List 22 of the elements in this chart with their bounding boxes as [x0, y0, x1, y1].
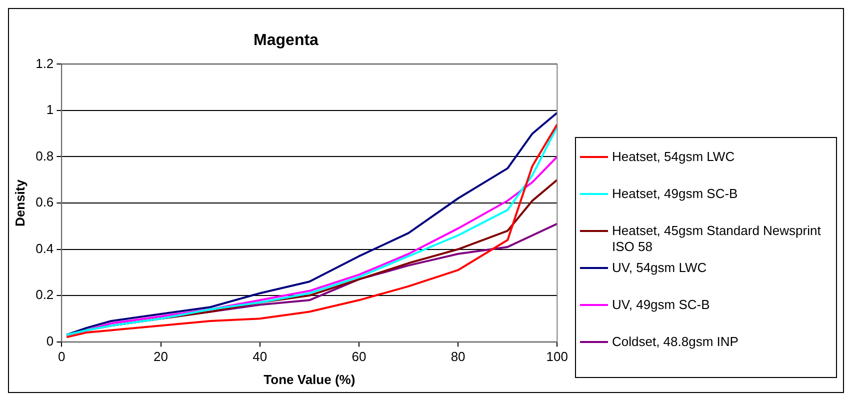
legend-label: Heatset, 45gsm Standard Newsprint ISO 58 — [612, 223, 822, 255]
x-tick-label: 0 — [58, 349, 66, 364]
y-tick-label: 1.2 — [36, 56, 54, 71]
x-axis-title: Tone Value (%) — [264, 372, 356, 387]
y-axis-title: Density — [12, 178, 28, 226]
y-tick-label: 1 — [46, 102, 54, 118]
y-tick-label: 0.4 — [36, 240, 54, 256]
legend-label: Heatset, 49gsm SC-B — [612, 186, 738, 202]
legend-label: UV, 49gsm SC-B — [612, 297, 710, 313]
x-tick-label: 60 — [352, 349, 366, 364]
y-tick-label: 0.2 — [36, 287, 54, 302]
chart-title: Magenta — [254, 32, 319, 50]
y-tick-label: 0.8 — [36, 148, 54, 164]
legend-label: Coldset, 48.8gsm INP — [612, 334, 738, 350]
y-tick-label: 0 — [46, 333, 54, 348]
x-tick-label: 100 — [546, 349, 568, 364]
legend-label: UV, 54gsm LWC — [612, 260, 707, 276]
x-tick-label: 40 — [252, 349, 268, 364]
x-tick-label: 20 — [154, 349, 168, 364]
y-tick-label: 0.6 — [36, 194, 54, 210]
legend-label: Heatset, 54gsm LWC — [612, 149, 735, 165]
x-tick-label: 80 — [450, 349, 466, 364]
